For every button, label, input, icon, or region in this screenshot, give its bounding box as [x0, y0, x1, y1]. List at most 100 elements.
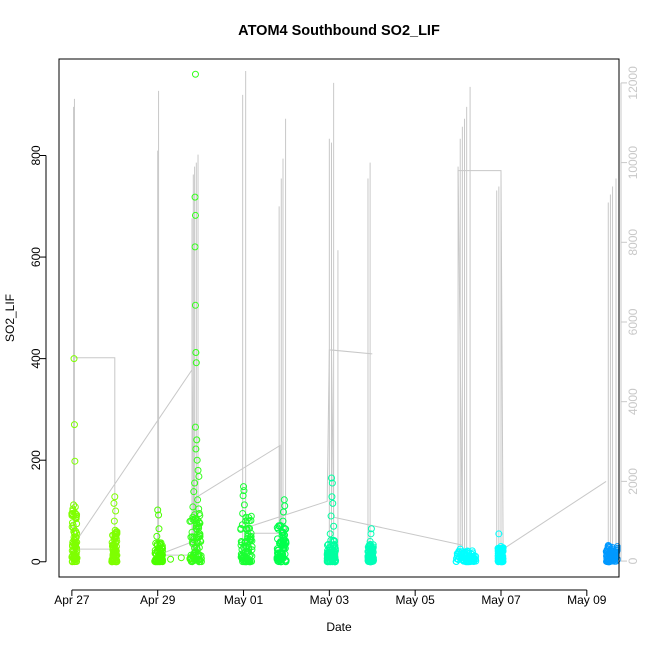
data-point-112	[497, 555, 505, 563]
cluster-0-point	[68, 542, 76, 550]
right-tick-label-6: 12000	[626, 66, 640, 100]
data-point-5	[69, 507, 77, 515]
data-point-100	[368, 554, 376, 562]
data-point-70	[241, 538, 249, 546]
data-point-62	[240, 483, 248, 491]
data-point-54	[192, 522, 200, 530]
axes-layer: Apr 27 Apr 29 May 01 May 03 May 05 May 07 May …	[29, 66, 640, 607]
data-point-47	[195, 472, 203, 480]
cluster-5-point	[275, 522, 283, 530]
data-point-9	[70, 533, 78, 541]
data-point-65	[240, 501, 248, 509]
cluster-6-point	[331, 558, 339, 566]
data-point-38	[191, 243, 199, 251]
data-point-10	[69, 538, 77, 546]
data-point-57	[189, 538, 197, 546]
y-tick-label-0: 0	[29, 558, 43, 565]
data-point-36	[191, 193, 199, 201]
data-point-40	[192, 349, 200, 357]
data-point-44	[192, 445, 200, 453]
cluster-5-point	[274, 525, 282, 533]
right-tick-label-5: 10000	[626, 146, 640, 180]
data-point-68	[243, 525, 251, 533]
right-tick-label-4: 8000	[626, 229, 640, 256]
data-point-83	[279, 554, 287, 562]
right-tick-label-2: 4000	[626, 388, 640, 415]
data-point-105	[465, 553, 473, 561]
x-tick-label-6: May 09	[567, 593, 607, 607]
y-tick-label-3: 600	[29, 247, 43, 267]
data-point-32	[167, 555, 175, 563]
cluster-6-point	[324, 540, 332, 548]
data-point-25	[155, 511, 163, 519]
cluster-5-point	[273, 524, 281, 532]
cluster-2-point	[155, 554, 163, 562]
data-point-78	[281, 525, 289, 533]
data-point-45	[193, 456, 201, 464]
data-point-80	[277, 537, 285, 545]
data-point-96	[367, 530, 375, 538]
x-tick-label-2: May 01	[224, 593, 264, 607]
data-point-37	[191, 211, 199, 219]
data-point-23	[111, 553, 119, 561]
data-point-35	[191, 70, 199, 78]
data-point-50	[194, 496, 202, 504]
data-point-98	[368, 544, 376, 552]
x-tick-label-0: Apr 27	[54, 593, 90, 607]
cluster-7-point	[367, 558, 375, 566]
y-tick-label-1: 200	[29, 450, 43, 470]
y-axis-label: SO2_LIF	[3, 294, 17, 342]
x-tick-label-5: May 07	[481, 593, 521, 607]
data-point-107	[469, 555, 477, 563]
cluster-4-point	[246, 558, 254, 566]
plot-frame	[58, 58, 620, 578]
data-point-67	[242, 517, 250, 525]
data-point-18	[110, 517, 118, 525]
cluster-3-point	[187, 551, 195, 559]
data-point-8	[72, 527, 80, 535]
data-point-42	[191, 423, 199, 431]
data-point-43	[193, 436, 201, 444]
data-point-90	[326, 530, 334, 538]
cluster-4-point	[247, 532, 255, 540]
x-tick-label-1: Apr 29	[140, 593, 176, 607]
data-point-7	[69, 521, 77, 529]
data-point-27	[153, 532, 161, 540]
data-point-85	[328, 479, 336, 487]
data-point-0	[70, 355, 78, 363]
data-point-41	[192, 359, 200, 367]
right-tick-label-1: 2000	[626, 468, 640, 495]
x-tick-label-3: May 03	[310, 593, 350, 607]
data-point-28	[156, 540, 164, 548]
cluster-4-point	[237, 538, 245, 546]
data-point-55	[188, 528, 196, 536]
data-point-2	[71, 457, 79, 465]
data-point-39	[191, 301, 199, 309]
cluster-3-point	[196, 537, 204, 545]
data-point-76	[279, 508, 287, 516]
data-point-15	[111, 493, 119, 501]
cluster-5-point	[274, 550, 282, 558]
scatter-points-layer	[68, 70, 622, 566]
data-point-89	[330, 522, 338, 530]
data-point-66	[239, 510, 247, 518]
data-point-11	[71, 543, 79, 551]
secondary-series-layer	[73, 70, 617, 562]
data-point-48	[191, 479, 199, 487]
data-point-81	[280, 544, 288, 552]
data-point-88	[327, 512, 335, 520]
data-point-86	[328, 493, 336, 501]
data-point-95	[367, 525, 375, 533]
data-point-31	[158, 555, 166, 563]
data-point-17	[112, 507, 120, 515]
data-point-6	[72, 515, 80, 523]
data-point-97	[366, 537, 374, 545]
cluster-2-point	[151, 558, 159, 566]
data-point-63	[240, 487, 248, 495]
data-point-51	[189, 503, 197, 511]
cluster-4-point	[238, 546, 246, 554]
data-point-77	[279, 517, 287, 525]
right-tick-label-0: 0	[626, 557, 640, 564]
